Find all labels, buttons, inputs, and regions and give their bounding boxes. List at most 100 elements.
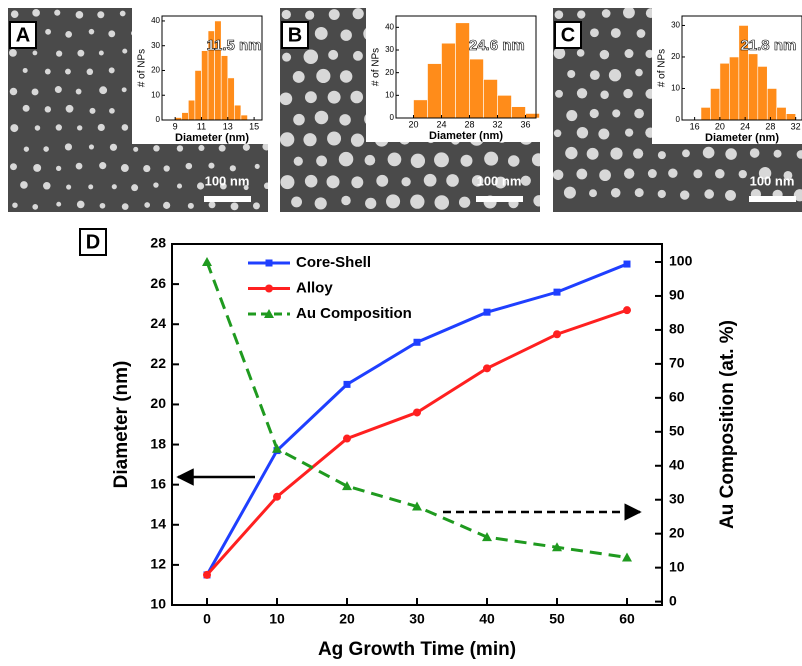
nanoparticle xyxy=(255,164,260,169)
histogram-bar xyxy=(786,114,795,120)
nanoparticle xyxy=(600,91,609,100)
x-tick-label: 24 xyxy=(740,121,750,131)
nanoparticle xyxy=(365,198,376,209)
histogram-bar xyxy=(701,107,710,120)
nanoparticle xyxy=(598,129,609,140)
marker xyxy=(344,381,351,388)
scale-label: 100 nm xyxy=(477,173,522,188)
nanoparticle xyxy=(163,202,170,209)
nanoparticle xyxy=(282,53,291,62)
panel-letter: A xyxy=(16,24,30,46)
mean-size: 21.8 nm xyxy=(740,37,796,54)
histogram-bar xyxy=(221,56,228,120)
y2-tick-label: 100 xyxy=(669,253,693,269)
nanoparticle xyxy=(328,91,341,104)
histogram-bar xyxy=(234,105,241,120)
mean-size: 11.5 nm xyxy=(206,37,261,54)
y-tick-label: 10 xyxy=(385,90,394,99)
nanoparticle xyxy=(590,28,599,37)
panel-image: 01020301620242832Diameter (nm)# of NPs21… xyxy=(553,7,802,212)
nanoparticle xyxy=(401,177,410,186)
histogram-bar xyxy=(228,78,235,120)
nanoparticle xyxy=(100,203,106,209)
nanoparticle xyxy=(32,88,39,95)
x-tick-label: 32 xyxy=(492,119,502,129)
nanoparticle xyxy=(11,10,19,18)
marker xyxy=(483,364,491,372)
nanoparticle xyxy=(131,184,138,191)
nanoparticle xyxy=(554,130,562,138)
x-axis-label: Ag Growth Time (min) xyxy=(318,639,516,660)
nanoparticle xyxy=(351,134,364,147)
y-tick-label: 20 xyxy=(150,395,166,411)
nanoparticle xyxy=(54,10,60,16)
nanoparticle xyxy=(76,89,82,95)
nanoparticle xyxy=(555,90,563,98)
nanoparticle xyxy=(32,9,40,17)
y-tick-label: 28 xyxy=(150,235,166,251)
nanoparticle xyxy=(715,169,725,179)
y-tick-label: 40 xyxy=(151,16,160,25)
nanoparticle xyxy=(340,29,351,40)
y-tick-label: 16 xyxy=(150,475,166,491)
nanoparticle xyxy=(625,128,633,136)
nanoparticle xyxy=(65,31,72,38)
nanoparticle xyxy=(65,69,71,75)
x-tick-label: 9 xyxy=(173,121,178,131)
nanoparticle xyxy=(305,91,317,103)
y-tick-label: 10 xyxy=(671,84,680,93)
nanoparticle xyxy=(109,108,115,114)
y-tick-label: 0 xyxy=(390,113,395,122)
histogram-bar xyxy=(414,100,428,118)
x-tick-label: 32 xyxy=(791,121,801,131)
nanoparticle xyxy=(186,163,193,170)
marker xyxy=(414,339,421,346)
nanoparticle xyxy=(133,147,138,152)
y2-tick-label: 40 xyxy=(669,456,685,472)
nanoparticle xyxy=(434,152,449,167)
nanoparticle xyxy=(35,125,40,130)
histogram-bar xyxy=(182,113,189,120)
y-axis-label: Diameter (nm) xyxy=(111,361,132,489)
nanoparticle xyxy=(682,149,690,157)
nanoparticle xyxy=(315,197,327,209)
series-line xyxy=(207,264,627,575)
x-tick-label: 30 xyxy=(409,611,425,627)
panel-image: 0102030402024283236Diameter (nm)# of NPs… xyxy=(280,6,569,212)
nanoparticle xyxy=(197,182,204,189)
nanoparticle xyxy=(112,184,117,189)
nanoparticle xyxy=(99,51,104,56)
scale-bar xyxy=(476,196,523,202)
nanoparticle xyxy=(43,146,49,152)
nanoparticle xyxy=(120,11,126,17)
histogram-bar xyxy=(758,66,767,120)
y-tick-label: 0 xyxy=(676,115,681,124)
nanoparticle xyxy=(566,110,577,121)
nanoparticle xyxy=(680,190,689,199)
nanoparticle xyxy=(446,174,459,187)
x-axis-label: Diameter (nm) xyxy=(429,130,503,142)
nanoparticle xyxy=(611,28,621,38)
histogram-bar xyxy=(720,63,729,120)
nanoparticle xyxy=(122,49,127,54)
histogram-bar xyxy=(195,70,202,120)
histogram-bar xyxy=(442,43,456,118)
nanoparticle xyxy=(327,175,340,188)
panel-letter: B xyxy=(288,24,302,46)
nanoparticle xyxy=(576,169,587,180)
panel: 0102030402024283236Diameter (nm)# of NPs… xyxy=(280,6,569,212)
series-line xyxy=(207,310,627,575)
scale-bar xyxy=(749,196,796,202)
nanoparticle xyxy=(555,10,564,19)
histogram-bar xyxy=(215,21,222,120)
nanoparticle xyxy=(658,190,666,198)
nanoparticle xyxy=(153,145,159,151)
nanoparticle xyxy=(33,51,38,56)
nanoparticle xyxy=(76,11,84,19)
nanoparticle xyxy=(97,11,104,18)
nanoparticle xyxy=(565,147,577,159)
nanoparticle xyxy=(577,49,585,57)
marker xyxy=(553,330,561,338)
nanoparticle xyxy=(294,157,303,166)
